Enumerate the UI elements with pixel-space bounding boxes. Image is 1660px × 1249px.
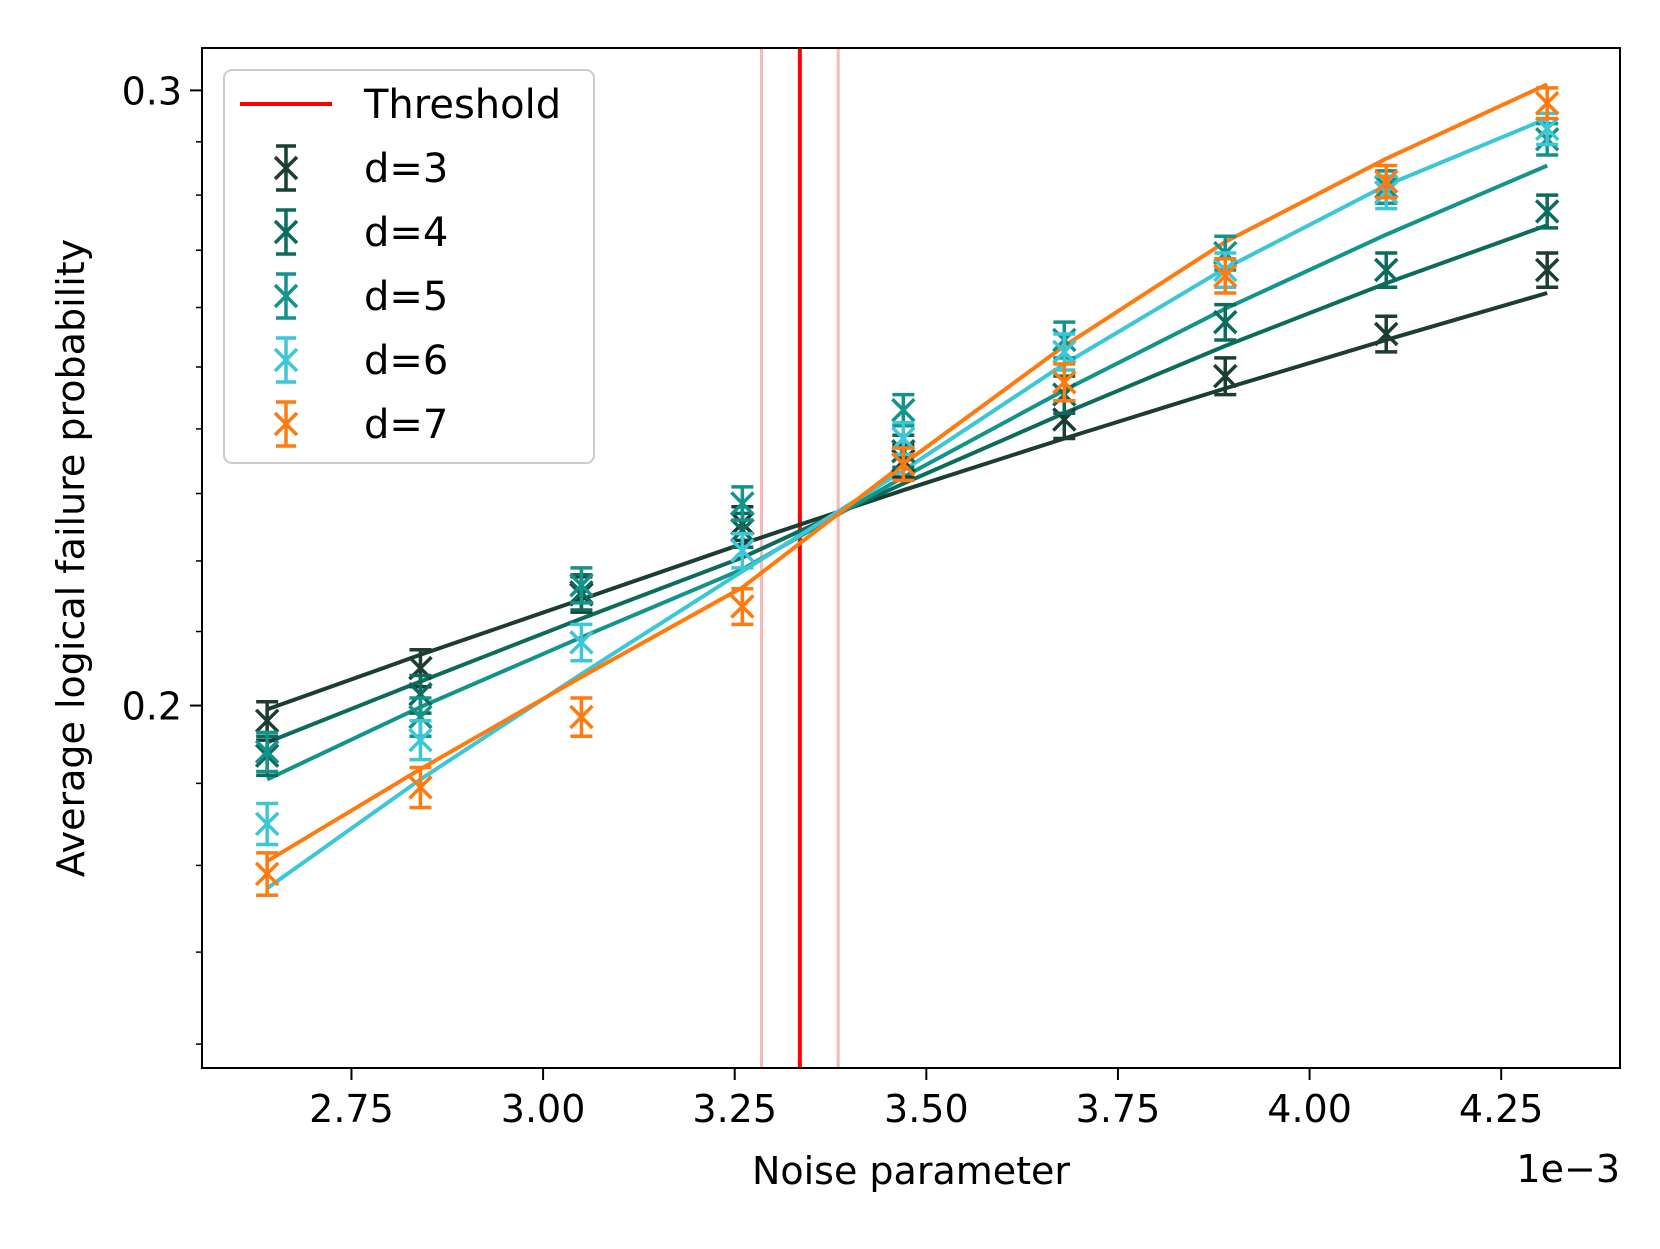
x-marker	[1373, 257, 1399, 283]
legend-x-marker	[273, 283, 299, 309]
legend-label: d=4	[364, 210, 448, 256]
data-point	[1052, 362, 1077, 403]
data-point	[1373, 251, 1399, 289]
y-tick-label: 0.3	[122, 69, 182, 113]
fit-line-d=3	[266, 291, 1548, 712]
data-point	[1534, 193, 1560, 230]
data-point	[1213, 256, 1238, 295]
data-point	[569, 566, 594, 605]
x-marker	[1373, 169, 1399, 194]
x-marker	[254, 811, 280, 837]
legend-label: d=7	[364, 402, 448, 448]
x-marker	[730, 517, 755, 543]
data-point	[730, 531, 755, 570]
data-point	[1373, 163, 1399, 200]
data-point	[569, 696, 594, 738]
data-point	[730, 485, 755, 522]
x-marker	[408, 775, 433, 800]
x-axis-label: Noise parameter	[752, 1149, 1070, 1193]
x-marker	[569, 573, 594, 598]
data-point	[408, 765, 433, 810]
x-tick-label: 3.50	[884, 1087, 969, 1131]
x-tick-label: 3.75	[1076, 1087, 1161, 1131]
legend-entry-d=7: d=7	[273, 400, 448, 448]
y-axis-label: Average logical failure probability	[49, 239, 93, 877]
x-marker	[1052, 339, 1077, 365]
threshold-layer	[760, 48, 840, 1068]
x-marker	[254, 708, 280, 734]
fit-line-d=4	[266, 223, 1548, 745]
x-marker	[254, 739, 280, 765]
data-point	[408, 719, 433, 762]
data-point	[569, 622, 594, 663]
plot-frame	[201, 47, 1621, 1069]
legend-entry-d=5: d=5	[273, 272, 448, 320]
x-marker	[891, 451, 916, 477]
x-marker	[1534, 90, 1560, 116]
x-marker	[1213, 363, 1238, 389]
x-marker	[730, 594, 755, 619]
x-marker	[254, 861, 280, 887]
data-point	[730, 587, 755, 627]
x-marker	[1534, 257, 1560, 283]
legend-x-marker	[273, 347, 299, 373]
legend-label: Threshold	[363, 82, 561, 128]
x-marker	[408, 704, 433, 730]
data-points	[254, 86, 1560, 897]
legend-entry-d=4: d=4	[273, 208, 448, 256]
x-marker	[569, 704, 594, 730]
x-marker	[1534, 116, 1560, 142]
x-tick-label: 4.00	[1267, 1087, 1352, 1131]
data-point	[254, 730, 280, 774]
x-tick-label: 2.75	[309, 1087, 394, 1131]
x-marker	[569, 630, 594, 655]
legend-entry-d=6: d=6	[273, 336, 448, 384]
legend-label: d=5	[364, 274, 448, 320]
x-axis-ticks: 2.75 3.00 3.25 3.50 3.75 4.00 4.25	[309, 1068, 1543, 1131]
x-marker	[408, 727, 433, 753]
y-tick-label: 0.2	[122, 685, 182, 729]
x-tick-label: 3.25	[692, 1087, 777, 1131]
x-tick-label: 3.00	[501, 1087, 586, 1131]
data-point	[1213, 356, 1238, 397]
x-marker	[1213, 263, 1238, 288]
data-point	[891, 446, 916, 483]
data-point	[1534, 251, 1560, 289]
x-marker	[891, 426, 916, 451]
legend-box	[223, 69, 595, 464]
x-marker	[1373, 321, 1399, 347]
x-tick-label: 4.25	[1459, 1087, 1544, 1131]
legend-x-marker	[273, 219, 299, 245]
x-marker	[1052, 370, 1077, 395]
x-axis-offset-label: 1e−3	[1516, 1147, 1620, 1191]
data-point	[254, 801, 280, 847]
x-marker	[1213, 309, 1238, 335]
x-marker	[1534, 199, 1560, 224]
data-point	[1373, 314, 1399, 354]
series-d=7	[254, 86, 1560, 897]
data-point	[1534, 86, 1560, 121]
legend-entry-d=3: d=3	[273, 144, 448, 192]
y-axis-ticks: 0.2 0.3	[122, 69, 202, 1045]
legend: Threshold d=3 d=4 d=5 d=6 d=7	[223, 69, 595, 464]
x-marker	[730, 538, 755, 563]
legend-x-marker	[273, 155, 299, 181]
data-point	[1213, 302, 1238, 342]
data-point	[891, 392, 916, 428]
x-marker	[408, 681, 433, 707]
legend-entry-threshold: Threshold	[240, 82, 561, 128]
legend-x-marker	[273, 411, 299, 437]
legend-label: d=6	[364, 338, 448, 384]
x-marker	[891, 397, 916, 423]
x-marker	[730, 491, 755, 516]
data-point	[254, 851, 280, 897]
legend-label: d=3	[364, 146, 448, 192]
